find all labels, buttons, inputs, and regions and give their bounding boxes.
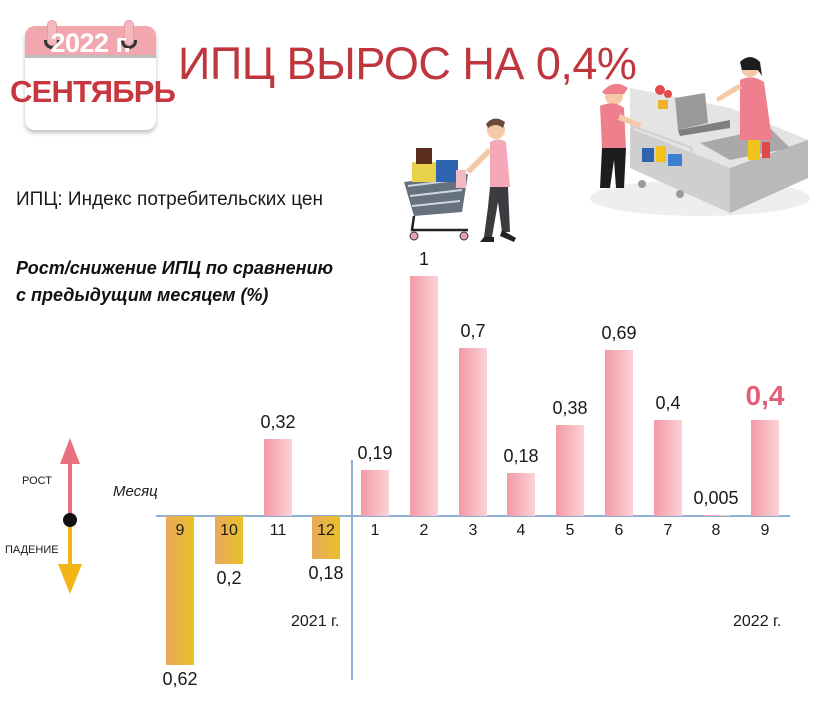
bar-value-label: 0,005 <box>693 488 739 508</box>
month-tick-label: 3 <box>468 522 478 539</box>
bar <box>507 473 535 516</box>
shopper-cart-illustration <box>404 118 516 242</box>
x-axis-title: Месяц <box>113 483 158 500</box>
bar-value-label: 0,19 <box>357 443 393 463</box>
x-axis <box>156 515 790 517</box>
legend: РОСТ ПАДЕНИЕ <box>0 430 120 610</box>
bar <box>410 276 438 516</box>
bar-value-label: 0,18 <box>503 446 539 466</box>
month-tick-label: 7 <box>663 522 673 539</box>
checkout-counter-illustration <box>590 57 810 216</box>
year-label-2021: 2021 г. <box>291 613 340 630</box>
calendar-ring-hole-icon <box>121 40 137 49</box>
calendar-month: СЕНТЯБРЬ <box>10 74 176 109</box>
bar <box>556 425 584 516</box>
bar <box>605 350 633 516</box>
bar-value-label: 0,38 <box>552 398 588 418</box>
legend-down-label: ПАДЕНИЕ <box>5 544 59 556</box>
bar-value-label: 0,7 <box>460 321 486 341</box>
legend-up-label: РОСТ <box>22 475 52 487</box>
bar <box>459 348 487 516</box>
month-tick-label: 12 <box>317 522 335 539</box>
calendar-year: 2022 г. <box>50 28 131 58</box>
page-title: ИПЦ ВЫРОС НА 0,4% <box>178 38 637 89</box>
bar-value-label: 0,4 <box>655 393 681 413</box>
month-tick-label: 9 <box>760 522 770 539</box>
bar <box>361 470 389 516</box>
bar <box>215 516 243 564</box>
month-tick-label: 2 <box>419 522 429 539</box>
direction-arrows-icon <box>58 438 82 594</box>
year-label-2022: 2022 г. <box>733 613 782 630</box>
bar <box>654 420 682 516</box>
bar-value-label: 0,32 <box>260 412 296 432</box>
month-tick-label: 9 <box>175 522 185 539</box>
subtitle: ИПЦ: Индекс потребительских цен <box>16 189 323 210</box>
month-tick-label: 8 <box>711 522 721 539</box>
bar <box>751 420 779 516</box>
bar-value-label: 1 <box>418 249 429 269</box>
calendar-ring-hole-icon <box>44 40 60 49</box>
bar-value-label: 0,69 <box>601 323 637 343</box>
month-tick-label: 1 <box>370 522 380 539</box>
bar-value-label: 0,62 <box>162 669 198 689</box>
month-tick-label: 5 <box>565 522 575 539</box>
month-tick-label: 4 <box>516 522 526 539</box>
bar <box>312 516 340 559</box>
bar <box>264 439 292 516</box>
chart-title: Рост/снижение ИПЦ по сравнению с предыду… <box>16 258 334 305</box>
month-tick-label: 6 <box>614 522 624 539</box>
bar <box>702 515 730 516</box>
month-tick-label: 11 <box>269 522 287 539</box>
bar <box>166 516 194 665</box>
bar-value-label: 0,18 <box>308 563 344 583</box>
bar-value-label: 0,4 <box>745 380 785 411</box>
bar-value-label: 0,2 <box>216 568 242 588</box>
calendar-badge: 2022 г. СЕНТЯБРЬ <box>10 20 176 130</box>
year-divider <box>351 460 353 680</box>
month-tick-label: 10 <box>220 522 238 539</box>
